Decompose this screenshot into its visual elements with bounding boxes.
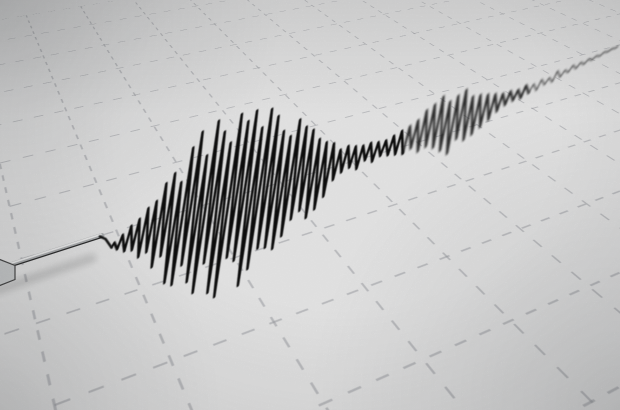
seismograph-photo bbox=[0, 0, 620, 410]
film-grain bbox=[0, 0, 620, 410]
seismogram-overlay bbox=[0, 0, 620, 410]
